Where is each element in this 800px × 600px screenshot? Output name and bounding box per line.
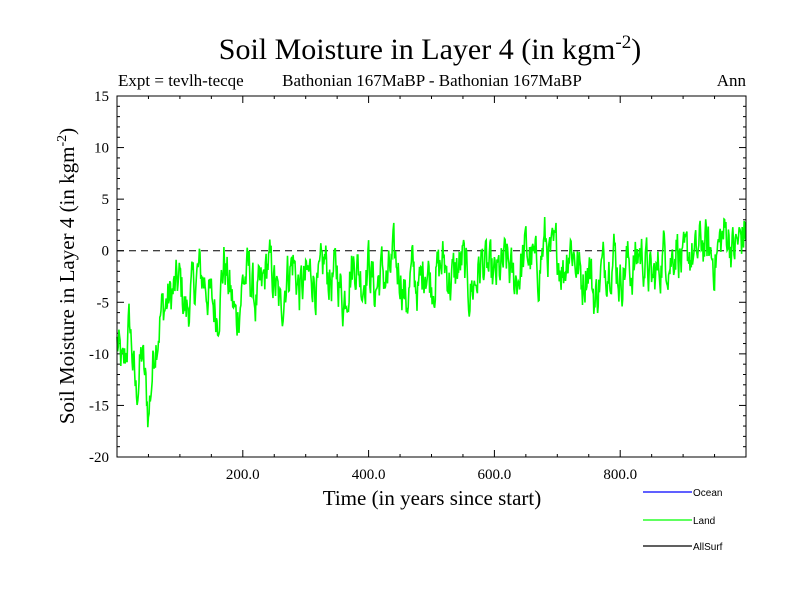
plot-frame	[116, 95, 747, 458]
x-tick-label: 600.0	[478, 467, 512, 483]
legend-label-allsurf: AllSurf	[693, 542, 723, 553]
x-tick-label: 800.0	[603, 467, 637, 483]
y-tick-label: -15	[89, 398, 109, 414]
y-axis-label-group: Soil Moisture in Layer 4 (in kgm-2)	[55, 128, 79, 424]
svg-text:Soil Moisture in Layer 4 (in k: Soil Moisture in Layer 4 (in kgm-2)	[55, 128, 79, 424]
legend-label-ocean: Ocean	[693, 488, 722, 499]
y-tick-label: -10	[89, 347, 109, 363]
svg-text:Soil Moisture in Layer 4 (in k: Soil Moisture in Layer 4 (in kgm-2)	[219, 32, 641, 66]
subtitle-center: Bathonian 167MaBP - Bathonian 167MaBP	[282, 71, 582, 90]
y-tick-label: 15	[94, 89, 109, 105]
y-tick-label: 0	[102, 244, 110, 260]
y-tick-label: -20	[89, 450, 109, 466]
y-axis-label: Soil Moisture in Layer 4 (in kgm	[55, 147, 79, 425]
title-text: Soil Moisture in Layer 4 (in kgm	[219, 33, 616, 66]
y-axis-label-closing: )	[55, 128, 79, 135]
subtitle-right: Ann	[717, 71, 747, 90]
legend: Ocean Land AllSurf	[643, 488, 723, 553]
x-axis-label: Time (in years since start)	[323, 486, 542, 510]
x-tick-label: 200.0	[226, 467, 260, 483]
legend-label-land: Land	[693, 516, 715, 527]
subtitle-left: Expt = tevlh-tecqe	[118, 71, 244, 90]
title-superscript: -2	[615, 32, 631, 53]
series-line-land	[116, 216, 747, 428]
y-axis-label-superscript: -2	[55, 135, 70, 147]
plot-area: -20 -15 -10 -5 0 5 10 15 200.0 400.0 600.0 800.0	[89, 89, 747, 483]
chart-title: Soil Moisture in Layer 4 (in kgm-2)	[219, 32, 641, 66]
y-tick-label: -5	[97, 295, 110, 311]
x-tick-label: 400.0	[352, 467, 386, 483]
y-tick-label: 10	[94, 141, 109, 157]
title-closing: )	[631, 33, 641, 66]
y-tick-label: 5	[102, 192, 110, 208]
